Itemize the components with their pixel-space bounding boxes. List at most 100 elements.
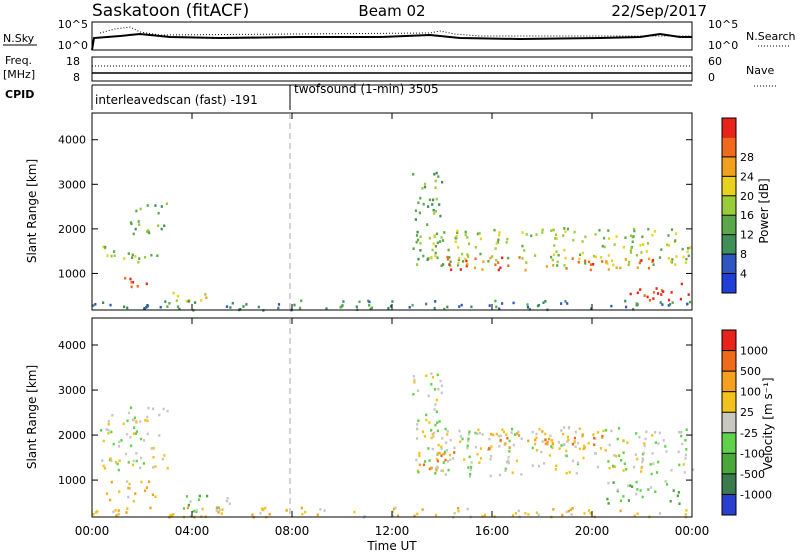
power-cell [466, 263, 469, 266]
velocity-cell [415, 458, 418, 462]
velocity-cell [433, 388, 437, 391]
power-cell [605, 260, 608, 263]
velocity-cell [416, 427, 419, 431]
power-cell [412, 173, 415, 176]
velocity-cell [514, 433, 517, 436]
power-cell [131, 256, 134, 259]
velocity-cell [453, 446, 456, 450]
velocity-cell [161, 457, 164, 461]
velocity-cell [678, 502, 681, 505]
velocity-cell [467, 437, 470, 441]
velocity-cell [416, 512, 419, 516]
velocity-cell [552, 508, 555, 511]
velocity-cell [504, 469, 507, 472]
power-ytick-label: 3000 [58, 178, 86, 191]
power-cell [414, 209, 417, 212]
power-cell [277, 306, 280, 310]
power-cell [598, 229, 601, 232]
power-cell [300, 299, 303, 303]
velocity-cell [120, 439, 123, 442]
velocity-colorbar-tick-label: 25 [740, 406, 754, 419]
velocity-cell [228, 502, 231, 505]
power-cell [588, 260, 591, 264]
velocity-cell [565, 449, 568, 453]
power-cell [643, 294, 646, 297]
power-cell [622, 245, 625, 249]
power-cell [675, 232, 678, 235]
power-cell [476, 232, 479, 236]
velocity-cell [593, 436, 596, 440]
velocity-cell [571, 442, 574, 446]
velocity-cell [479, 447, 483, 450]
power-cell [670, 228, 674, 231]
velocity-colorbar-label: Velocity [m s⁻¹] [761, 377, 775, 470]
power-cell [566, 302, 569, 305]
power-cell [446, 257, 450, 261]
velocity-cell [439, 379, 442, 383]
velocity-cell [217, 506, 220, 509]
power-cell [684, 261, 687, 264]
velocity-cell [641, 457, 644, 460]
power-colorbar-tick-label: 28 [740, 151, 754, 164]
velocity-cell [617, 427, 621, 430]
velocity-cell [562, 443, 565, 446]
velocity-cell [421, 508, 424, 511]
velocity-cell [538, 427, 541, 431]
velocity-cell [645, 430, 648, 434]
velocity-cell [435, 457, 439, 461]
velocity-cell [575, 472, 578, 475]
velocity-cell [511, 514, 515, 517]
velocity-cell [166, 409, 169, 413]
velocity-cell [612, 481, 615, 484]
velocity-cell [128, 482, 131, 486]
velocity-cell [567, 438, 570, 442]
velocity-cell [596, 465, 599, 469]
velocity-cell [147, 406, 150, 410]
velocity-cell [684, 439, 687, 442]
power-cell [415, 240, 418, 244]
power-cell [521, 257, 524, 260]
power-cell [194, 301, 197, 304]
velocity-cell [497, 434, 500, 438]
velocity-cell [608, 466, 611, 470]
velocity-colorbar-frame [721, 329, 737, 516]
power-ytick-label: 2000 [58, 223, 86, 236]
power-cell [456, 263, 460, 267]
velocity-cell [438, 420, 441, 423]
velocity-cell [541, 440, 544, 443]
velocity-cell [651, 434, 654, 437]
power-cell [656, 292, 660, 295]
velocity-cell [622, 439, 625, 442]
power-cell [369, 307, 372, 311]
power-cell [408, 306, 411, 309]
power-colorbar-swatch [722, 176, 736, 197]
velocity-cell [505, 433, 508, 436]
velocity-cell [643, 442, 646, 445]
velocity-cell [619, 499, 623, 503]
velocity-cell [550, 438, 553, 442]
velocity-cell [430, 383, 433, 386]
power-cell [601, 260, 604, 263]
power-cell [443, 231, 446, 234]
power-cell [526, 303, 529, 306]
power-cell [434, 186, 437, 189]
power-cell [495, 305, 498, 309]
power-cell [610, 304, 613, 308]
power-cell [442, 263, 445, 266]
power-cell [501, 256, 504, 260]
velocity-cell [490, 455, 493, 458]
velocity-cell [217, 511, 220, 514]
velocity-cell [570, 513, 573, 516]
velocity-cell [607, 460, 610, 463]
velocity-cell [150, 447, 153, 450]
velocity-cell [468, 430, 471, 434]
velocity-cell [434, 467, 437, 470]
velocity-cell [658, 431, 661, 435]
velocity-cell [535, 511, 538, 514]
velocity-cell [563, 426, 566, 429]
velocity-cell [264, 506, 267, 510]
velocity-cell [613, 465, 616, 468]
power-cell [496, 241, 500, 244]
velocity-cell [118, 459, 121, 462]
velocity-cell [430, 372, 433, 375]
